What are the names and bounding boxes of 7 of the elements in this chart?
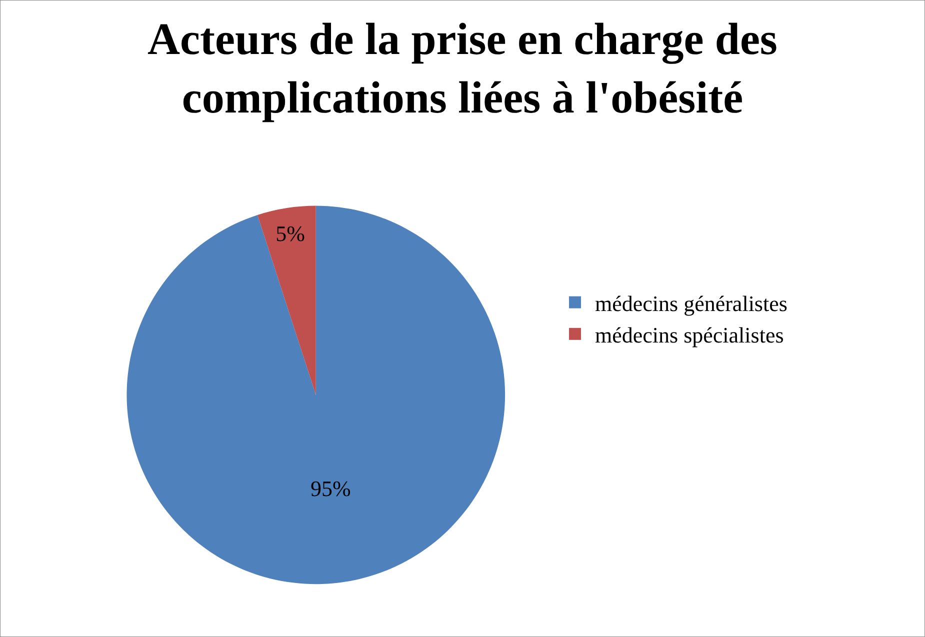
data-label: 95%	[310, 476, 351, 501]
chart-title: Acteurs de la prise en charge des complications liées à l'obésité	[148, 14, 778, 123]
legend-label: médecins généralistes	[595, 290, 788, 316]
pie-slice	[126, 206, 506, 584]
legend-label: médecins spécialistes	[595, 322, 784, 348]
pie-slice	[257, 206, 316, 395]
data-label: 5%	[276, 220, 305, 246]
